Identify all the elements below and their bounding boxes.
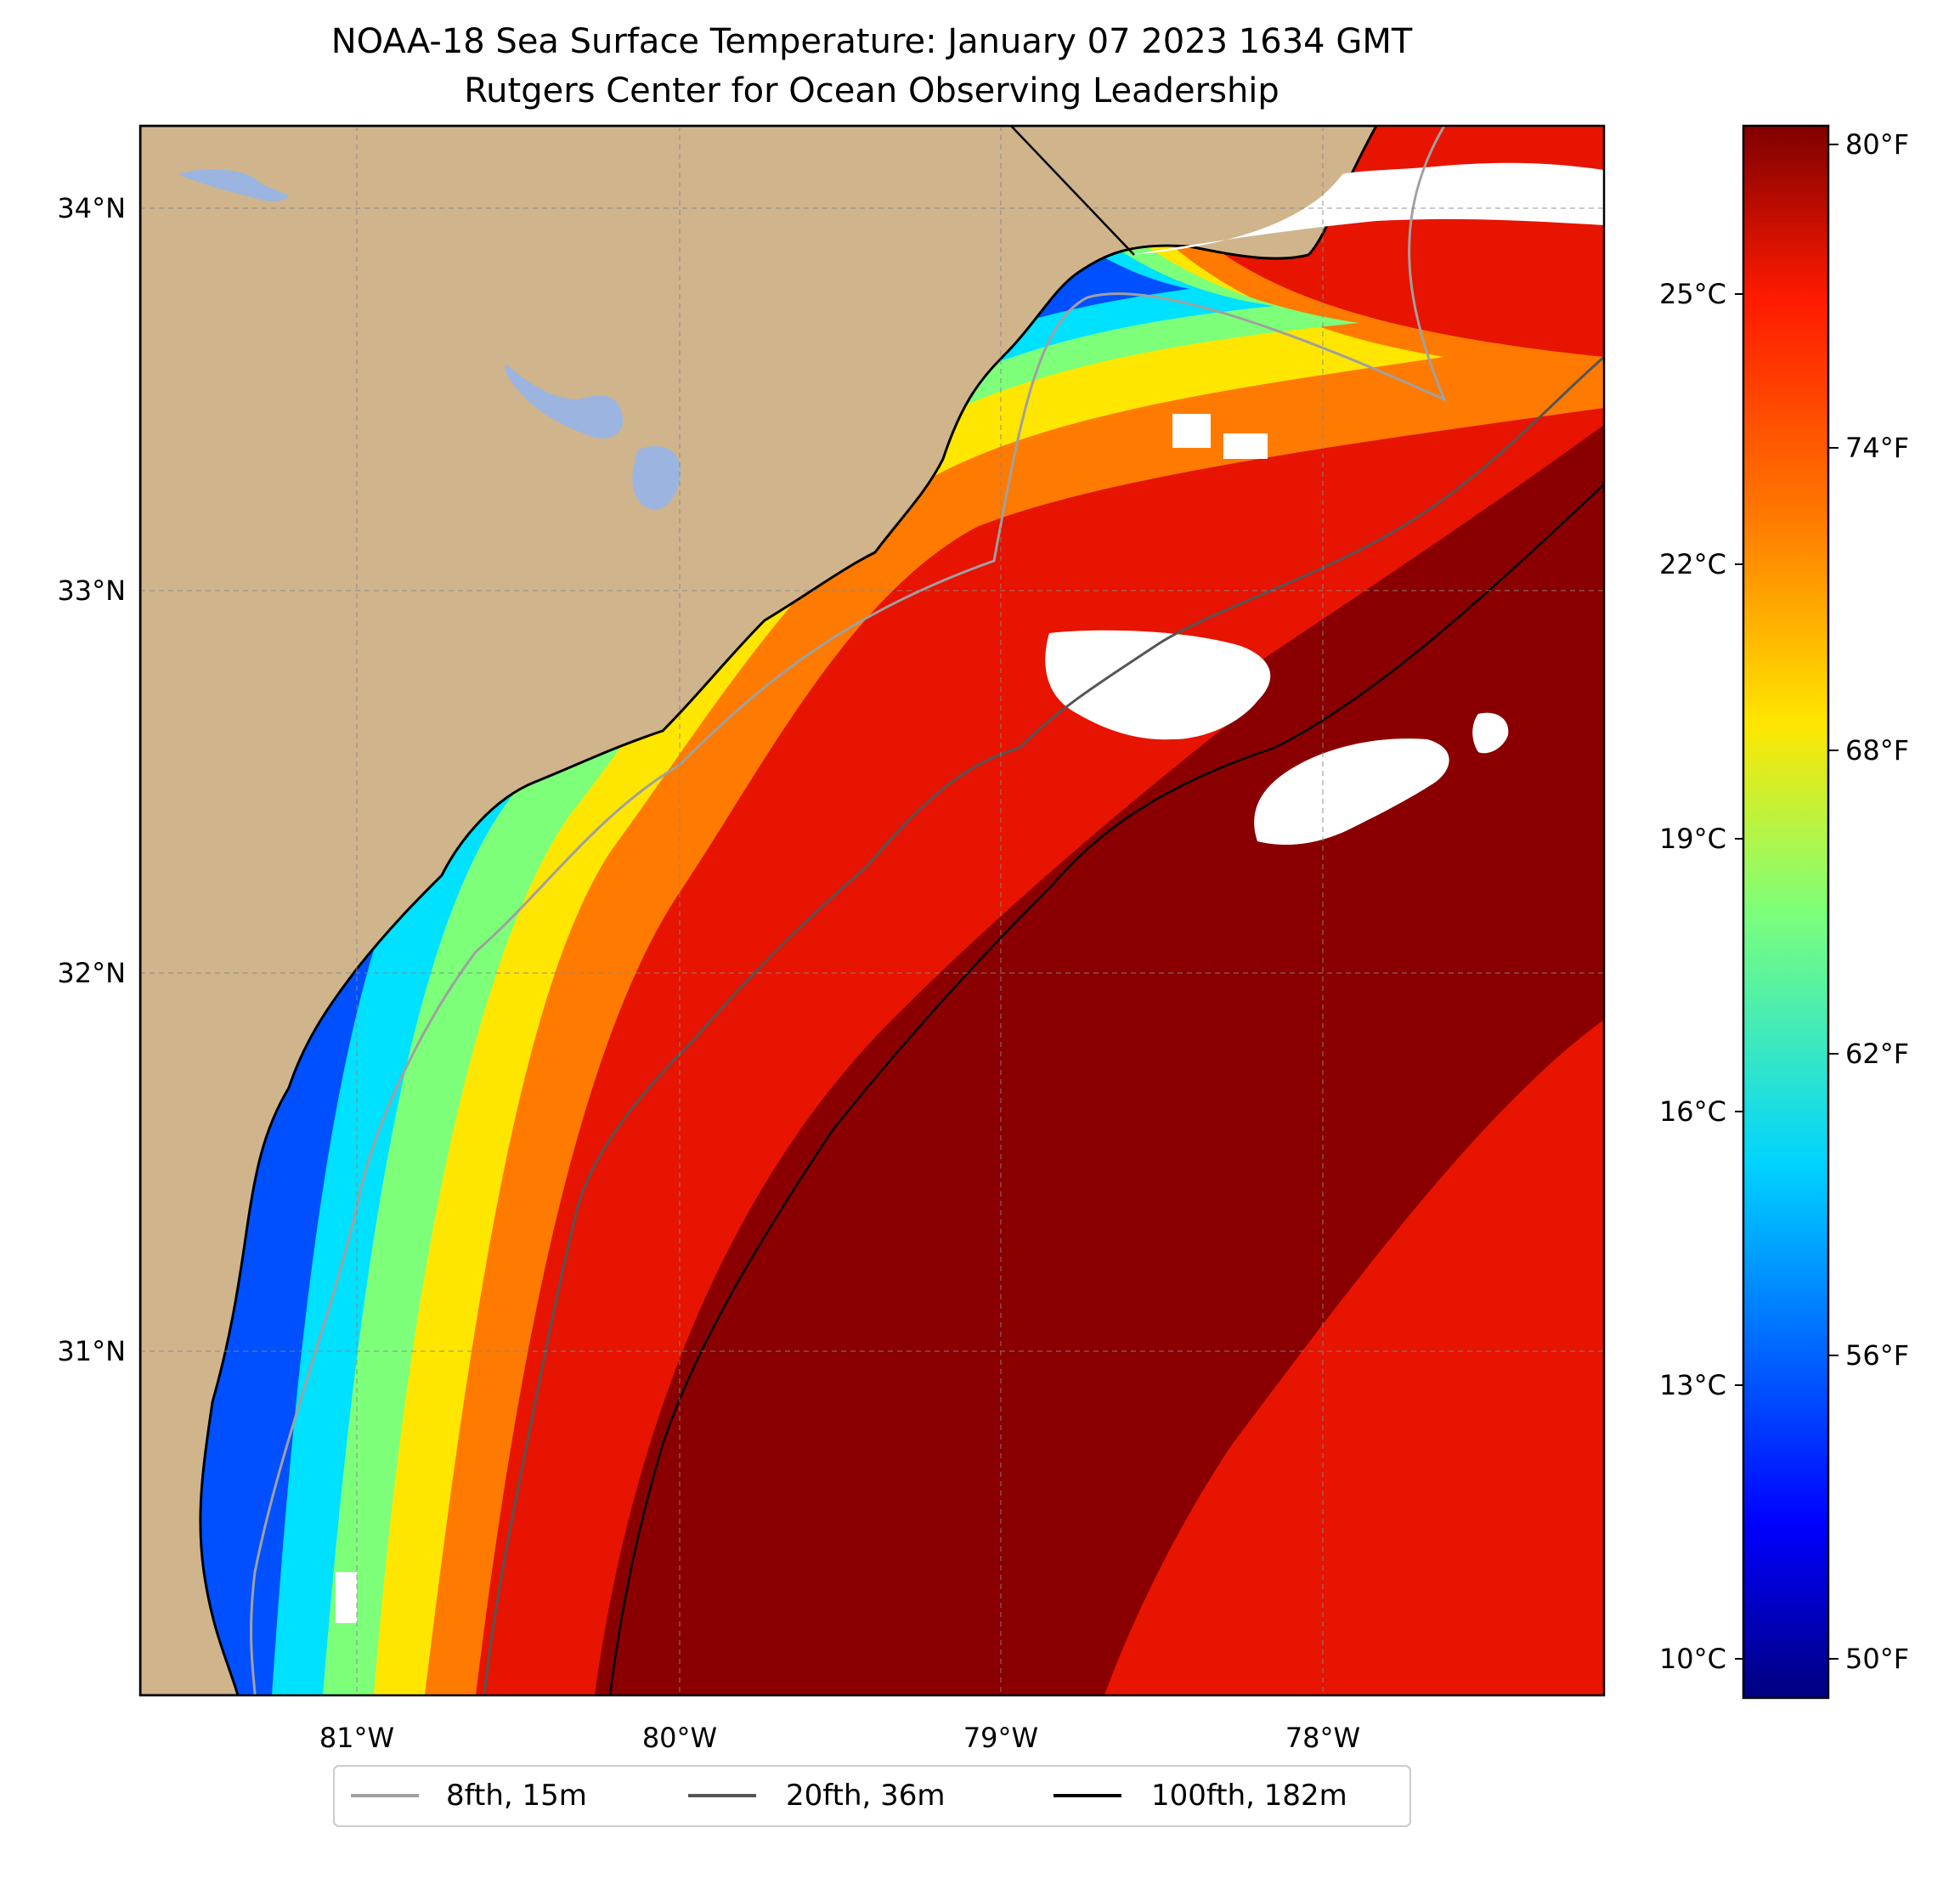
legend-box (333, 1765, 1411, 1827)
cloud-patch-2 (1254, 738, 1449, 846)
cloud-patch-5 (1223, 433, 1268, 459)
c-tick-16: 16°C (1659, 1095, 1726, 1128)
title-line-1: NOAA-18 Sea Surface Temperature: January… (331, 22, 1413, 61)
legend-label-8fth: 8fth, 15m (446, 1779, 587, 1813)
lat-tick-34: 34°N (57, 192, 126, 224)
f-tick-80: 80°F (1845, 128, 1909, 161)
lon-axis: 81°W 80°W 79°W 78°W (319, 1722, 1360, 1754)
isobath-100fth (608, 484, 1604, 1695)
state-border (1010, 126, 1135, 256)
c-tick-22: 22°C (1659, 548, 1726, 580)
legend: 8fth, 15m 20fth, 36m 100fth, 182m (333, 1765, 1411, 1827)
f-tick-62: 62°F (1845, 1038, 1909, 1070)
f-tick-68: 68°F (1845, 734, 1909, 767)
f-tick-74: 74°F (1845, 432, 1909, 464)
cloud-patch-6 (1130, 162, 1604, 255)
c-tick-25: 25°C (1659, 278, 1726, 310)
lon-tick-81: 81°W (319, 1722, 394, 1754)
colorbar-celsius-ticks: 25°C 22°C 19°C 16°C 13°C 10°C (1659, 278, 1743, 1675)
lon-tick-80: 80°W (642, 1722, 717, 1754)
lat-axis: 34°N 33°N 32°N 31°N (57, 192, 126, 1367)
c-tick-19: 19°C (1659, 823, 1726, 855)
title-line-2: Rutgers Center for Ocean Observing Leade… (464, 71, 1279, 110)
f-tick-50: 50°F (1845, 1643, 1909, 1675)
lat-tick-31: 31°N (57, 1335, 126, 1367)
colorbar-gradient (1742, 124, 1830, 1700)
colorbar-fahrenheit-ticks: 80°F 74°F 68°F 62°F 56°F 50°F (1828, 128, 1909, 1675)
lat-tick-32: 32°N (57, 957, 126, 989)
f-tick-56: 56°F (1845, 1339, 1909, 1372)
gridlines (140, 126, 1604, 1695)
isobath-20fth (483, 355, 1604, 1695)
colorbar: 25°C 22°C 19°C 16°C 13°C 10°C 80°F 74°F … (1659, 124, 1909, 1700)
lake-marion (505, 364, 624, 438)
cloud-patch-4 (1172, 414, 1211, 448)
isobath-8fth (250, 126, 1447, 1695)
lake-moultrie (632, 446, 681, 510)
c-tick-13: 13°C (1659, 1369, 1726, 1401)
map-border (138, 124, 1606, 1697)
cloud-patch-7 (336, 1572, 357, 1623)
lon-tick-78: 78°W (1285, 1722, 1360, 1754)
cloud-patch-1 (1045, 630, 1271, 740)
lon-tick-79: 79°W (963, 1722, 1038, 1754)
map-panel (140, 126, 1604, 1695)
c-tick-10: 10°C (1659, 1643, 1726, 1675)
gulf-stream-core-2 (1232, 425, 1604, 807)
lat-tick-33: 33°N (57, 574, 126, 607)
land-mass (140, 126, 1378, 1695)
legend-label-100fth: 100fth, 182m (1151, 1779, 1347, 1813)
cloud-patch-3 (1472, 712, 1509, 754)
lake-wateree (178, 168, 289, 201)
legend-label-20fth: 20fth, 36m (786, 1779, 946, 1813)
